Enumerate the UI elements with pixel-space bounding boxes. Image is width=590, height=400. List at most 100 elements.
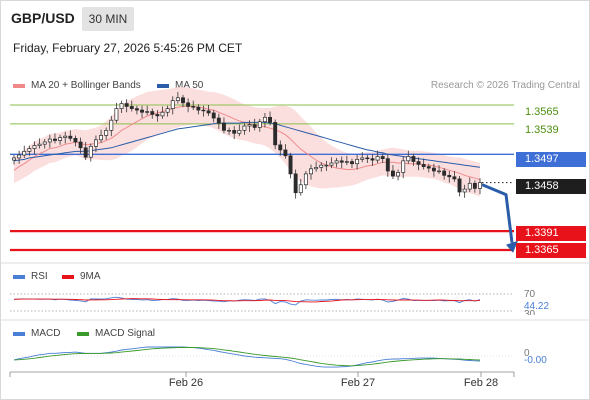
candle-body (42, 141, 47, 145)
candle-body (119, 103, 124, 109)
candle-body (262, 116, 267, 123)
candle-body (462, 188, 467, 193)
candle-body (385, 158, 390, 172)
candle-body (447, 174, 452, 178)
candle-body (339, 160, 344, 163)
candle-body (396, 172, 401, 177)
candle-body (150, 111, 155, 115)
candle-body (196, 106, 201, 111)
candle-body (175, 97, 180, 101)
legend-rsi-label: RSI (31, 271, 48, 282)
candle-body (58, 137, 63, 141)
candle-body (257, 121, 262, 128)
candle-body (293, 173, 298, 194)
candle-body (467, 182, 472, 190)
legend-macd-label: MACD (31, 328, 61, 339)
rsi-ma-swatch (62, 274, 74, 279)
candle-body (437, 170, 441, 173)
rsi-ma-line (13, 298, 481, 303)
candle-body (181, 97, 185, 104)
candle-body (334, 160, 339, 164)
candle-body (452, 176, 457, 180)
rsi-last-value: 44.22 (524, 301, 550, 312)
candle-body (53, 138, 57, 141)
credit-text: Research © 2026 Trading Central (430, 80, 580, 91)
ma50-swatch (157, 83, 169, 88)
candle-body (99, 135, 104, 141)
macd-signal-swatch (77, 331, 89, 336)
candle-body (431, 167, 436, 172)
level-label-r2: 1.3565 (525, 106, 559, 118)
candle-body (344, 161, 349, 163)
candle-body (170, 100, 175, 109)
date-tick-feb26: Feb 26 (168, 377, 204, 389)
candle-body (350, 161, 354, 165)
candle-body (73, 138, 78, 143)
legend-macd: MACD (13, 328, 60, 339)
candle-body (442, 170, 447, 176)
candle-body (406, 156, 411, 162)
ma20-swatch (13, 83, 25, 88)
candle-body (32, 145, 37, 149)
candle-body (416, 161, 421, 165)
candle-body (206, 110, 211, 114)
candle-body (370, 158, 375, 161)
legend-rsi-ma: 9MA (62, 271, 101, 282)
macd-signal-line (13, 346, 481, 367)
candle-body (309, 168, 313, 175)
candle-body (380, 156, 385, 160)
candle-body (237, 130, 242, 134)
candle-body (88, 145, 93, 158)
candle-body (78, 141, 83, 149)
level-label-last: 1.3458 (516, 179, 586, 194)
legend-macd-signal-label: MACD Signal (95, 328, 156, 339)
candle-body (472, 182, 477, 189)
macd-line (13, 346, 481, 368)
candle-body (288, 155, 293, 175)
candle-body (365, 157, 370, 160)
candle-body (303, 173, 308, 186)
candle-body (155, 114, 160, 117)
candle-body (273, 122, 278, 146)
candle-body (324, 164, 329, 167)
candle-body (278, 144, 283, 151)
candle-body (216, 117, 221, 124)
legend-macd-signal: MACD Signal (77, 328, 155, 339)
candle-body (298, 184, 303, 194)
candle-body (457, 178, 462, 193)
candle-body (191, 106, 196, 108)
candle-body (283, 149, 288, 157)
legend-rsi-ma-label: 9MA (80, 271, 101, 282)
candle-body (355, 159, 360, 165)
rsi-level-70: 70 (524, 289, 536, 300)
legend-ma50-label: MA 50 (175, 80, 204, 91)
candle-body (114, 108, 119, 121)
candle-body (124, 103, 129, 107)
legend-ma20: MA 20 + Bollinger Bands (13, 80, 141, 91)
timeframe-badge[interactable]: 30 MIN (82, 7, 134, 31)
candle-body (27, 148, 32, 152)
candle-body (47, 138, 52, 143)
candle-body (104, 130, 109, 136)
candle-body (390, 170, 395, 177)
candle-body (134, 108, 139, 111)
chart-header: GBP/USD 30 MIN (0, 0, 590, 36)
candle-body (37, 143, 42, 146)
candle-body (83, 147, 88, 158)
macd-swatch (13, 331, 25, 336)
rsi-level-30: 30 (524, 309, 536, 315)
candle-body (227, 130, 232, 132)
candle-body (247, 124, 252, 127)
chart-datetime: Friday, February 27, 2026 5:45:26 PM CET (13, 41, 243, 55)
legend-ma20-label: MA 20 + Bollinger Bands (31, 80, 141, 91)
candle-body (329, 162, 334, 166)
candle-body (242, 125, 247, 131)
candle-body (421, 164, 426, 167)
level-label-r1: 1.3539 (525, 124, 559, 136)
candle-body (375, 156, 380, 161)
candle-body (93, 139, 98, 147)
candle-body (201, 109, 206, 112)
legend-ma50: MA 50 (157, 80, 203, 91)
candle-body (165, 108, 170, 113)
